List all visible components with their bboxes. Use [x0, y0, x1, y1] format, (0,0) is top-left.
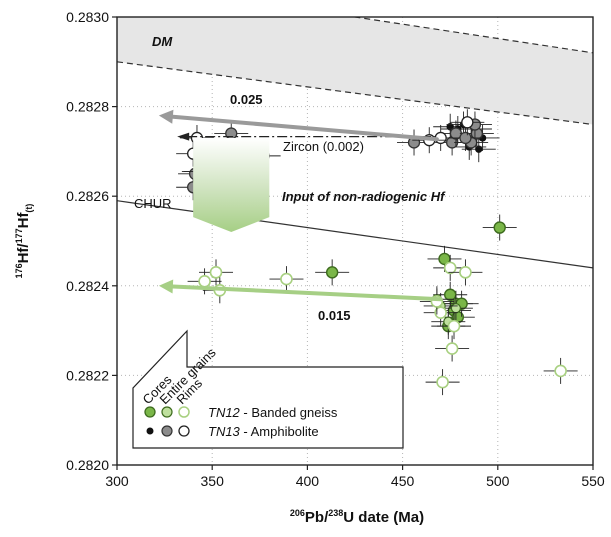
data-point [444, 288, 457, 301]
axes: 300 350 400 450 500 550 0.2820 0.2822 0.2824 0.28… [14, 9, 605, 526]
legend-marker [161, 425, 173, 437]
legend-marker [146, 427, 154, 435]
chur-label: CHUR [134, 196, 172, 211]
data-point [225, 127, 238, 140]
grey-arrow-shaft [170, 114, 439, 142]
data-point [436, 375, 449, 389]
y-axis-label: 176Hf/177Hf(t) [14, 204, 34, 279]
data-point [447, 319, 461, 333]
data-point [209, 266, 223, 279]
dm-band [117, 17, 593, 125]
data-point [459, 266, 472, 279]
dm-lower-line [117, 61, 593, 126]
data-point [434, 306, 447, 319]
dm-upper-line [350, 17, 593, 54]
data-point [450, 303, 462, 314]
y-tick-label: 0.2824 [66, 278, 109, 294]
y-tick-label: 0.2826 [66, 188, 109, 204]
legend-label: TN13 - Amphibolite [208, 424, 319, 439]
data-point [554, 364, 567, 378]
grey-arrow-head [158, 109, 174, 124]
data-point [493, 221, 506, 234]
legend-marker [178, 425, 190, 437]
input-arrow-shape [193, 137, 270, 233]
data-point [445, 342, 459, 355]
data-point [475, 145, 483, 153]
green-arrow-shaft [170, 284, 443, 302]
x-tick-label: 550 [581, 473, 605, 489]
plot-frame [116, 16, 594, 466]
green-arrow-label: 0.015 [318, 308, 351, 323]
legend-marker [161, 406, 173, 418]
annotations: DM CHUR 0.025 Zircon (0.002) Input of non-ra… [134, 34, 446, 323]
data-point [446, 123, 454, 131]
green-arrow-head [158, 279, 174, 294]
x-tick-label: 450 [391, 473, 415, 489]
x-tick-label: 500 [486, 473, 510, 489]
grey-arrow-label: 0.025 [230, 92, 263, 107]
y-tick-label: 0.2822 [66, 367, 109, 383]
data-point [280, 272, 293, 286]
y-tick-label: 0.2828 [66, 99, 109, 115]
x-axis-label: 206Pb/238U date (Ma) [290, 508, 424, 526]
dm-label: DM [152, 34, 173, 49]
y-tick-label: 0.2820 [66, 457, 109, 473]
data-point [461, 116, 474, 129]
legend-marker [144, 406, 156, 418]
chur-line [117, 200, 593, 269]
y-tick-label: 0.2830 [66, 9, 109, 25]
legend-label: TN12 - Banded gneiss [208, 405, 338, 420]
data-point [198, 275, 211, 288]
x-tick-label: 300 [105, 473, 129, 489]
data-point [443, 261, 457, 275]
legend-marker [178, 406, 190, 418]
zircon-arrow-head [177, 132, 190, 141]
x-tick-label: 400 [296, 473, 320, 489]
data-point [459, 131, 472, 145]
legend-box [132, 329, 404, 449]
data-point [325, 266, 339, 279]
x-tick-label: 350 [201, 473, 225, 489]
input-label: Input of non-radiogenic Hf [282, 189, 446, 204]
zircon-label: Zircon (0.002) [283, 139, 364, 154]
